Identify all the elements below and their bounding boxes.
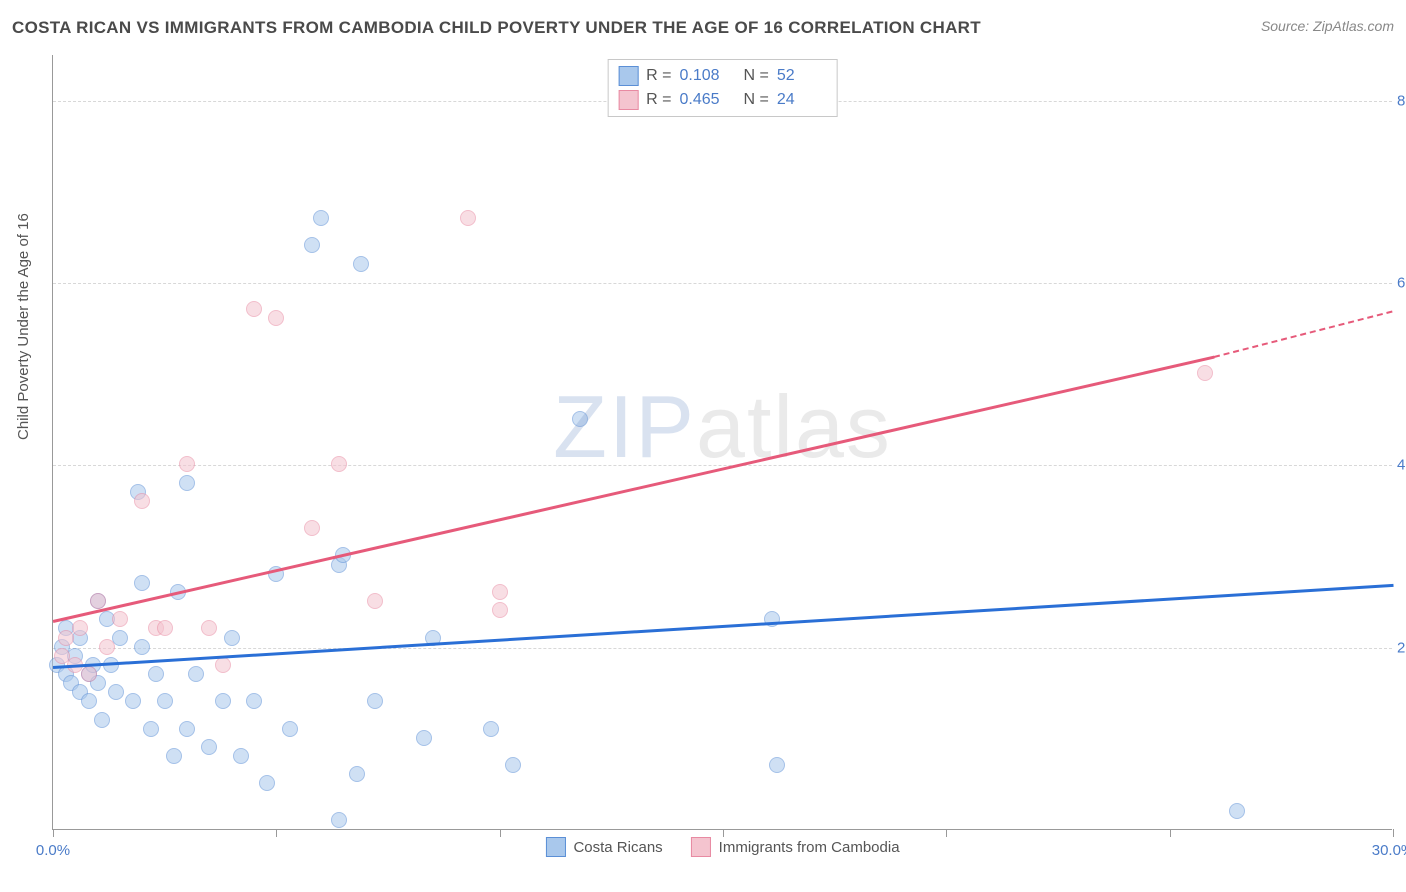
legend-row-cambodia: R = 0.465 N = 24 [618, 88, 827, 112]
scatter-point [416, 730, 432, 746]
chart-title: COSTA RICAN VS IMMIGRANTS FROM CAMBODIA … [12, 18, 981, 38]
legend-swatch-blue [618, 66, 638, 86]
scatter-point [108, 684, 124, 700]
scatter-point [157, 620, 173, 636]
x-tick-label: 30.0% [1372, 842, 1406, 859]
scatter-point [331, 812, 347, 828]
scatter-point [304, 237, 320, 253]
scatter-point [304, 520, 320, 536]
x-tick [946, 829, 947, 837]
scatter-point [148, 666, 164, 682]
scatter-point [1197, 365, 1213, 381]
scatter-point [157, 693, 173, 709]
scatter-point [353, 256, 369, 272]
n-label: N = [744, 67, 769, 85]
legend-item-costa-ricans: Costa Ricans [545, 837, 662, 857]
r-value-costa-ricans: 0.108 [680, 67, 730, 85]
scatter-point [215, 693, 231, 709]
scatter-point [179, 475, 195, 491]
scatter-point [460, 210, 476, 226]
scatter-point [282, 721, 298, 737]
trend-line [53, 584, 1393, 669]
grid-line [53, 465, 1392, 466]
scatter-point [201, 739, 217, 755]
series-legend: Costa Ricans Immigrants from Cambodia [545, 837, 899, 857]
trend-line [53, 356, 1215, 623]
y-tick-label: 40.0% [1397, 457, 1406, 474]
legend-swatch-blue-icon [545, 837, 565, 857]
scatter-point [1229, 803, 1245, 819]
n-value-costa-ricans: 52 [777, 67, 827, 85]
n-label: N = [744, 91, 769, 109]
scatter-point [483, 721, 499, 737]
legend-label-cambodia: Immigrants from Cambodia [719, 839, 900, 856]
scatter-point [215, 657, 231, 673]
legend-label-costa-ricans: Costa Ricans [573, 839, 662, 856]
x-tick [1393, 829, 1394, 837]
grid-line [53, 283, 1392, 284]
scatter-point [143, 721, 159, 737]
legend-item-cambodia: Immigrants from Cambodia [691, 837, 900, 857]
scatter-point [572, 411, 588, 427]
scatter-point [179, 456, 195, 472]
y-axis-label: Child Poverty Under the Age of 16 [15, 213, 32, 440]
scatter-point [72, 620, 88, 636]
scatter-point [367, 593, 383, 609]
x-tick-label: 0.0% [36, 842, 70, 859]
scatter-point [246, 301, 262, 317]
scatter-point [99, 639, 115, 655]
scatter-chart: ZIPatlas R = 0.108 N = 52 R = 0.465 N = … [52, 55, 1392, 830]
scatter-point [349, 766, 365, 782]
scatter-point [492, 584, 508, 600]
correlation-legend: R = 0.108 N = 52 R = 0.465 N = 24 [607, 59, 838, 117]
watermark-atlas: atlas [696, 377, 892, 476]
trend-line-extrapolated [1214, 310, 1393, 358]
n-value-cambodia: 24 [777, 91, 827, 109]
scatter-point [81, 693, 97, 709]
scatter-point [188, 666, 204, 682]
x-tick [276, 829, 277, 837]
scatter-point [367, 693, 383, 709]
scatter-point [313, 210, 329, 226]
scatter-point [81, 666, 97, 682]
x-tick [723, 829, 724, 837]
scatter-point [505, 757, 521, 773]
scatter-point [134, 639, 150, 655]
scatter-point [134, 493, 150, 509]
scatter-point [179, 721, 195, 737]
scatter-point [331, 456, 347, 472]
grid-line [53, 648, 1392, 649]
y-tick-label: 20.0% [1397, 639, 1406, 656]
legend-row-costa-ricans: R = 0.108 N = 52 [618, 64, 827, 88]
scatter-point [112, 611, 128, 627]
scatter-point [166, 748, 182, 764]
scatter-point [492, 602, 508, 618]
scatter-point [224, 630, 240, 646]
legend-swatch-pink [618, 90, 638, 110]
x-tick [53, 829, 54, 837]
scatter-point [125, 693, 141, 709]
scatter-point [769, 757, 785, 773]
y-tick-label: 60.0% [1397, 274, 1406, 291]
scatter-point [246, 693, 262, 709]
scatter-point [268, 310, 284, 326]
watermark: ZIPatlas [553, 376, 892, 478]
scatter-point [90, 593, 106, 609]
x-tick [1170, 829, 1171, 837]
scatter-point [201, 620, 217, 636]
y-tick-label: 80.0% [1397, 92, 1406, 109]
watermark-zip: ZIP [553, 377, 696, 476]
scatter-point [134, 575, 150, 591]
source-label: Source: ZipAtlas.com [1261, 18, 1394, 34]
legend-swatch-pink-icon [691, 837, 711, 857]
r-value-cambodia: 0.465 [680, 91, 730, 109]
scatter-point [112, 630, 128, 646]
scatter-point [94, 712, 110, 728]
r-label: R = [646, 91, 671, 109]
scatter-point [233, 748, 249, 764]
scatter-point [259, 775, 275, 791]
r-label: R = [646, 67, 671, 85]
x-tick [500, 829, 501, 837]
scatter-point [764, 611, 780, 627]
